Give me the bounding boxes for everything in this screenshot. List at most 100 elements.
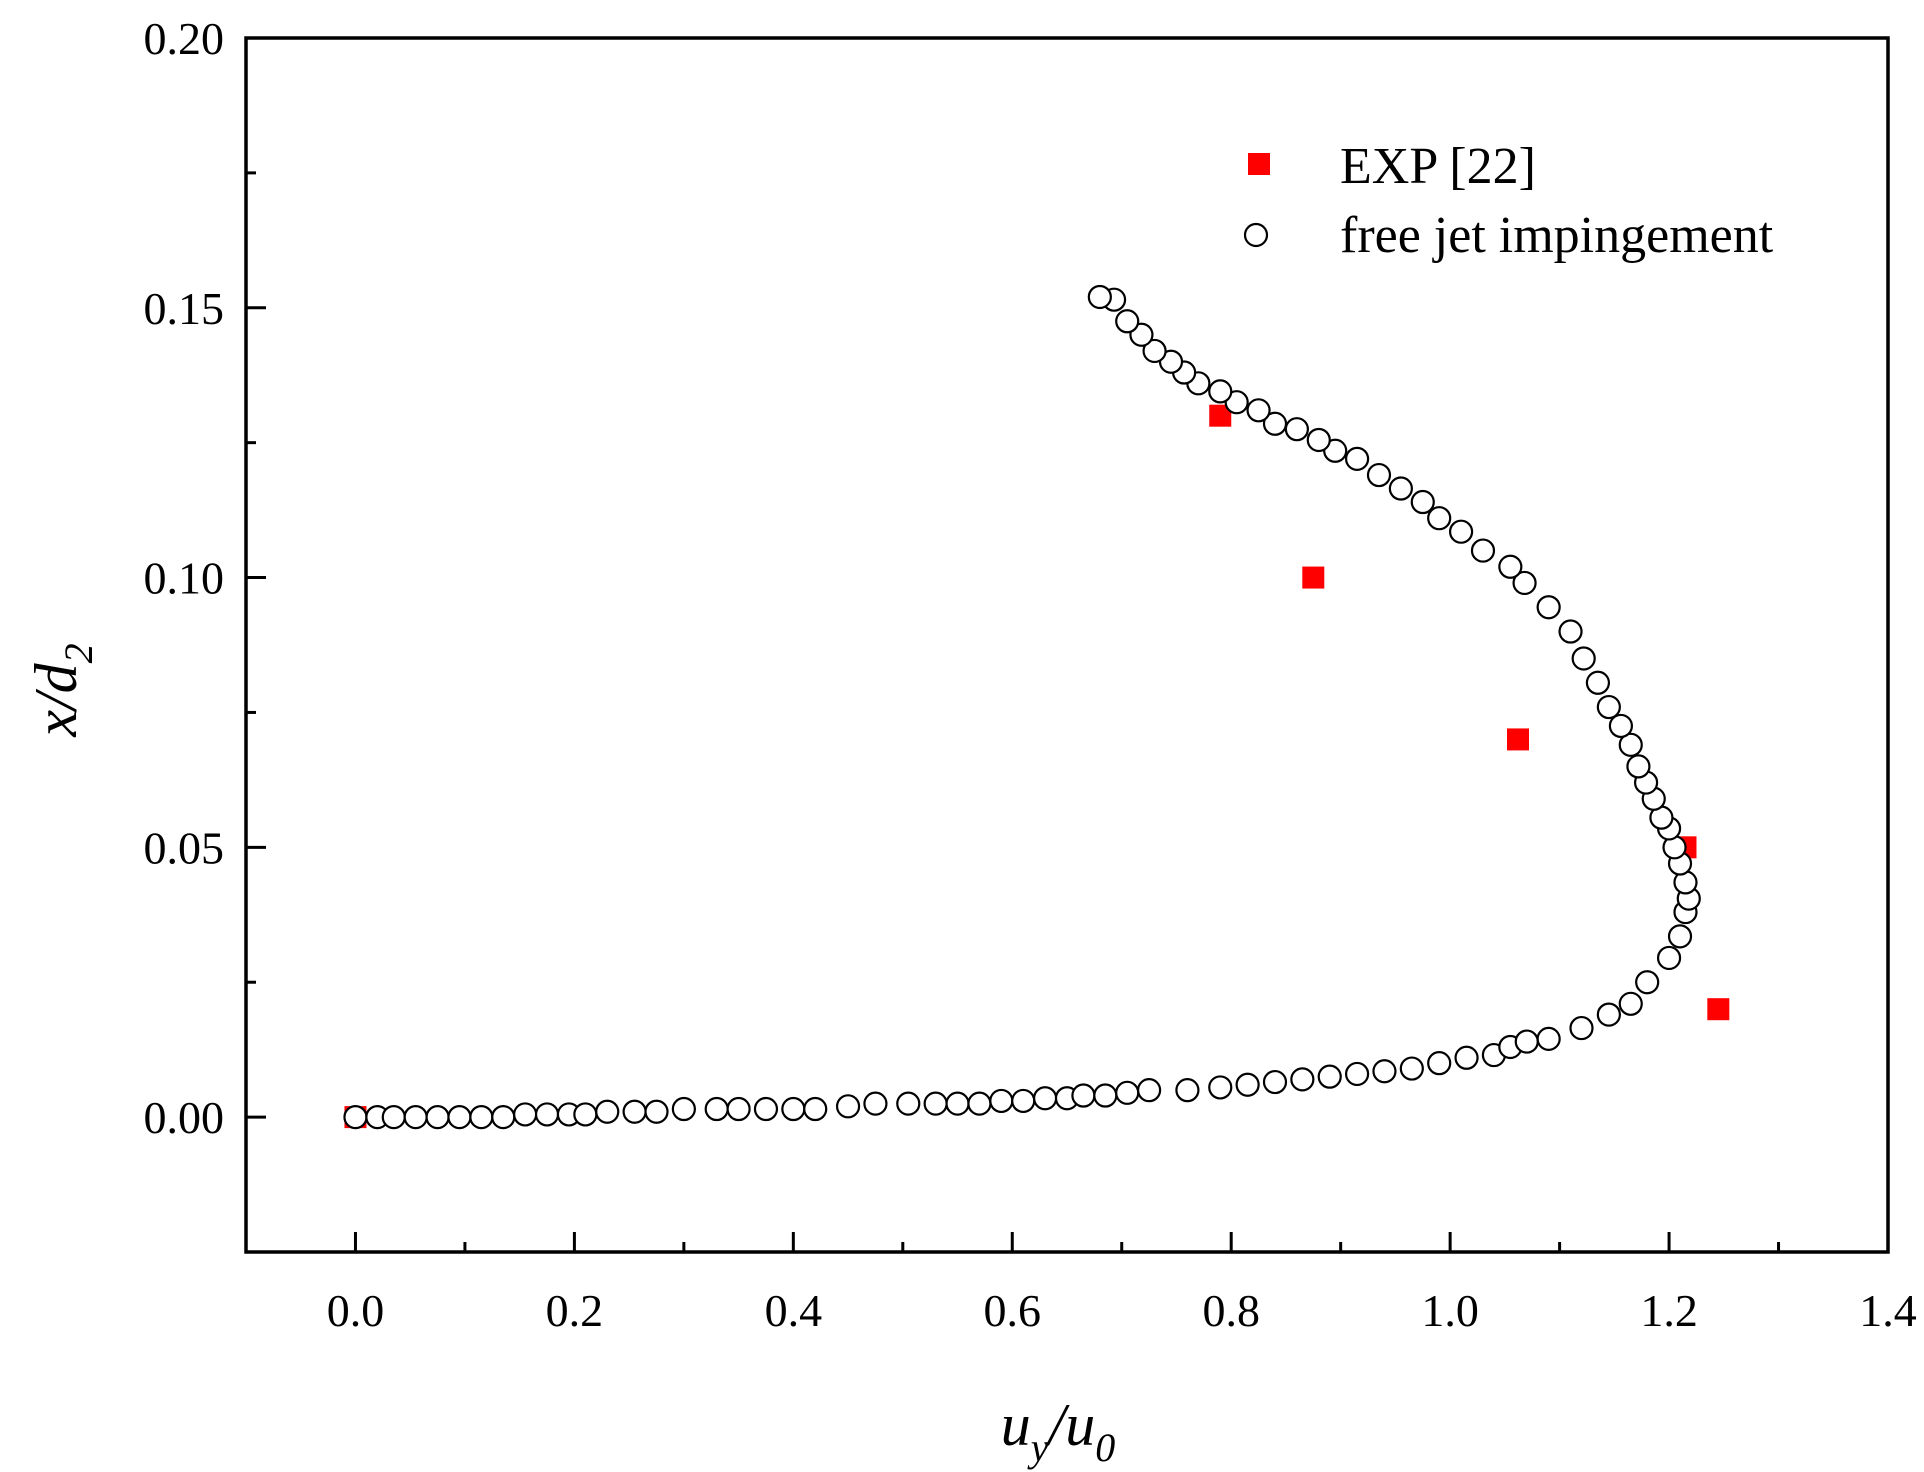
- free-jet-data-point: [381, 1105, 406, 1130]
- free-jet-data-point: [343, 1105, 368, 1130]
- free-jet-data-point: [1306, 427, 1331, 453]
- free-jet-data-point: [425, 1105, 450, 1130]
- free-jet-data-point: [1388, 476, 1413, 501]
- free-jet-data-point: [1284, 417, 1309, 442]
- free-jet-data-point: [1208, 379, 1233, 404]
- free-jet-data-point: [1626, 754, 1651, 779]
- free-jet-data-point: [1399, 1056, 1424, 1081]
- free-jet-data-point: [1093, 1083, 1118, 1108]
- legend-marker-exp: [1248, 153, 1270, 175]
- free-jet-data-point: [1596, 694, 1621, 720]
- free-jet-data-point: [1011, 1088, 1036, 1114]
- axes-layer: 0.0 0.2 0.4 0.6 0.8 1.0 1.2 1.4 0.00 0.05 0.10 0.15…: [144, 13, 1917, 1336]
- free-jet-data-point: [1410, 489, 1435, 515]
- free-jet-data-point: [1512, 570, 1537, 596]
- exp-data-point: [1302, 566, 1325, 589]
- free-jet-data-point: [989, 1088, 1014, 1114]
- free-jet-data-point: [1427, 1051, 1452, 1076]
- legend: EXP [22] free jet impingement: [1243, 138, 1774, 264]
- free-jet-data-point: [534, 1102, 560, 1127]
- free-jet-data-point: [1136, 1078, 1162, 1103]
- legend-marker-free-jet: [1243, 222, 1269, 248]
- x-axis-title-sub: y: [1027, 1425, 1049, 1470]
- free-jet-data-point: [781, 1096, 806, 1122]
- exp-data-point: [1209, 404, 1232, 427]
- free-jet-data-point: [923, 1091, 948, 1116]
- legend-label-free-jet: free jet impingement: [1340, 207, 1774, 264]
- free-jet-data-point: [1536, 1026, 1561, 1051]
- free-jet-data-point: [1448, 519, 1474, 544]
- free-jet-data-point: [403, 1105, 428, 1130]
- free-jet-data-point: [1498, 554, 1523, 579]
- y-axis-title-sub: 2: [56, 643, 101, 663]
- free-jet-data-point: [1470, 538, 1496, 563]
- free-jet-data-point: [863, 1091, 888, 1116]
- free-jet-data-point: [896, 1091, 921, 1116]
- free-jet-data-point: [1536, 595, 1561, 620]
- free-jet-data-point: [1087, 284, 1112, 310]
- free-jet-data-point: [595, 1099, 620, 1124]
- legend-label-exp: EXP [22]: [1340, 138, 1536, 195]
- free-jet-data-point: [1667, 924, 1693, 949]
- y-tick-label: 0.15: [144, 283, 225, 334]
- x-axis-title-main: u: [1001, 1392, 1031, 1458]
- free-jet-data-point: [671, 1096, 696, 1122]
- free-jet-data-point: [1262, 411, 1288, 436]
- free-jet-data-point: [1115, 309, 1140, 334]
- free-jet-data-point: [491, 1105, 516, 1130]
- y-axis-title-main: x/d: [23, 662, 89, 737]
- x-axis-title: uy/u0: [1001, 1392, 1115, 1470]
- free-jet-data-point: [1656, 945, 1682, 971]
- x-tick-label: 0.6: [984, 1285, 1042, 1336]
- free-jet-data-point: [1596, 1002, 1621, 1027]
- free-jet-data-point: [1558, 619, 1583, 644]
- free-jet-data-point: [1514, 1029, 1539, 1054]
- x-tick-label: 1.2: [1640, 1285, 1698, 1336]
- y-tick-label: 0.00: [144, 1092, 225, 1143]
- free-jet-data-point: [1246, 398, 1271, 423]
- free-jet-data-point: [1366, 462, 1392, 488]
- free-jet-data-point: [1344, 446, 1370, 471]
- free-jet-data-point: [753, 1096, 779, 1122]
- free-jet-data-point: [644, 1099, 669, 1124]
- free-jet-data-point: [1262, 1069, 1288, 1095]
- exp-data-point: [1507, 728, 1530, 751]
- free-jet-data-point: [1571, 646, 1596, 671]
- free-jet-data-point: [1585, 670, 1611, 695]
- exp-data-point: [1707, 998, 1730, 1021]
- free-jet-data-point: [835, 1094, 861, 1119]
- x-axis-title-sep: /u: [1046, 1392, 1096, 1458]
- free-jet-data-point: [622, 1099, 647, 1124]
- marks-layer: [343, 284, 1730, 1130]
- free-jet-data-point: [726, 1096, 751, 1122]
- free-jet-data-point: [1290, 1067, 1315, 1092]
- free-jet-data-point: [1427, 506, 1452, 531]
- free-jet-data-point: [1454, 1045, 1479, 1070]
- free-jet-data-point: [1344, 1061, 1370, 1087]
- free-jet-data-point: [1317, 1064, 1342, 1089]
- free-jet-data-point: [513, 1102, 538, 1127]
- free-jet-data-point: [967, 1091, 992, 1116]
- free-jet-data-point: [1115, 1080, 1140, 1105]
- y-axis-title: x/d2: [23, 643, 101, 737]
- free-jet-data-point: [469, 1105, 494, 1130]
- free-jet-data-point: [803, 1096, 828, 1122]
- x-tick-label: 0.2: [546, 1285, 604, 1336]
- free-jet-data-point: [704, 1096, 729, 1122]
- free-jet-data-point: [1635, 970, 1660, 995]
- free-jet-data-point: [1235, 1072, 1260, 1097]
- y-tick-label: 0.10: [144, 553, 225, 604]
- free-jet-data-point: [573, 1102, 598, 1127]
- free-jet-data-point: [1033, 1086, 1058, 1111]
- y-tick-label: 0.20: [144, 13, 225, 64]
- x-tick-label: 0.0: [327, 1285, 385, 1336]
- y-tick-label: 0.05: [144, 822, 225, 873]
- free-jet-data-point: [1372, 1059, 1397, 1084]
- x-tick-label: 0.8: [1202, 1285, 1260, 1336]
- x-tick-label: 0.4: [765, 1285, 823, 1336]
- x-axis-title-sub2: 0: [1095, 1425, 1115, 1470]
- free-jet-data-point: [1071, 1083, 1096, 1108]
- x-tick-label: 1.4: [1859, 1285, 1917, 1336]
- free-jet-data-point: [1569, 1015, 1594, 1041]
